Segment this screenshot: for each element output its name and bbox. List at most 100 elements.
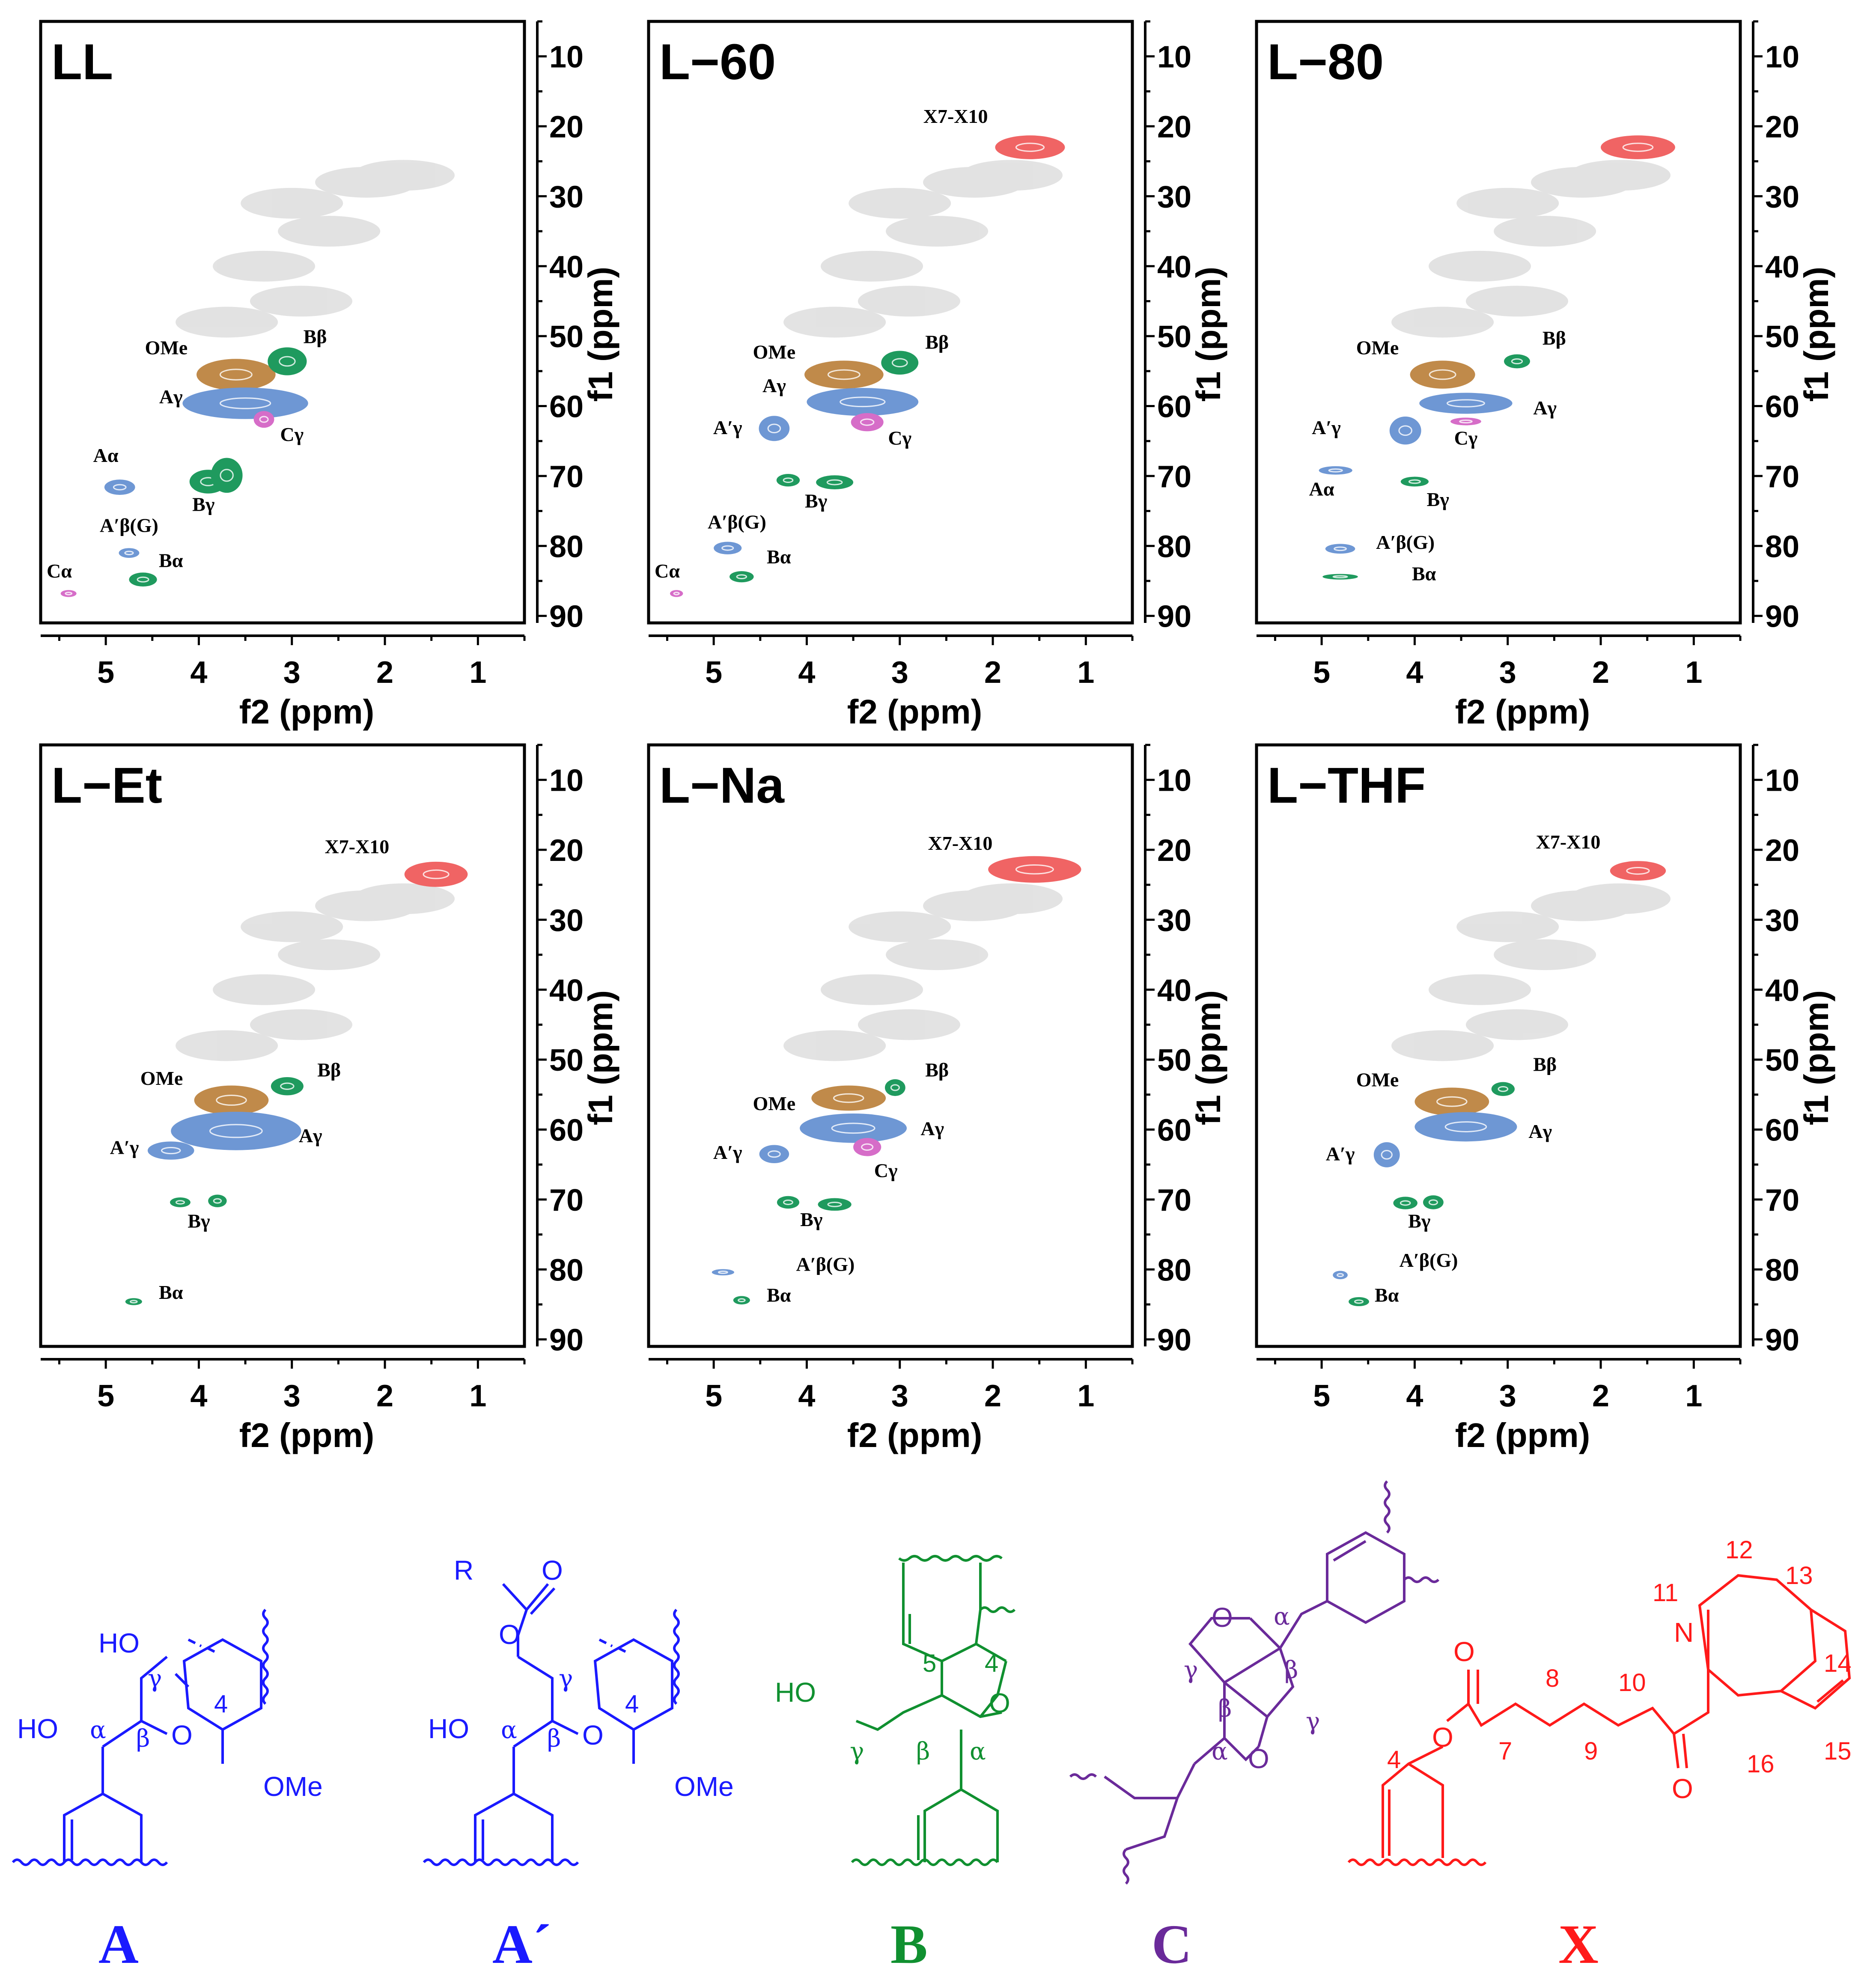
peak-contour-line — [280, 1082, 295, 1090]
panel-4-background-contour — [352, 883, 455, 914]
peak-contour-line — [767, 1150, 781, 1158]
peak-contour-line — [1400, 1200, 1411, 1206]
peak-contour-line — [259, 416, 269, 423]
peak-c- — [670, 590, 683, 597]
panel-2-title: L−60 — [659, 34, 776, 90]
panel-5-background-contour — [849, 911, 951, 942]
structure-b-top-ring — [902, 1563, 982, 1610]
x-tick-label: 3 — [1499, 655, 1516, 690]
structure-a-gamma: γ — [148, 1665, 162, 1693]
y-tick-label: 90 — [549, 1323, 584, 1358]
peak-b- — [129, 572, 157, 587]
peak-a- — [1389, 417, 1421, 445]
structure-a-c4: 4 — [214, 1690, 228, 1718]
peak-contour-line — [1328, 468, 1343, 473]
structure-c-core — [1188, 1600, 1328, 1765]
peak-contour-line — [219, 397, 271, 409]
structure-a-ome: OMe — [263, 1771, 323, 1802]
y-tick-label: 60 — [1157, 1114, 1191, 1148]
peak-a-g- — [1333, 1271, 1348, 1280]
structure-b-ho: HO — [775, 1677, 816, 1708]
panel-6-background-contour — [1456, 911, 1559, 942]
peak-contour-line — [1408, 479, 1421, 484]
peak-b- — [1349, 1297, 1369, 1307]
panel-5-background-contour — [886, 939, 989, 971]
peak-a- — [759, 416, 790, 441]
peak-label: Bβ — [925, 1059, 949, 1081]
panel-1-x-axis: 5 4 3 2 1 f2 (ppm) — [41, 634, 526, 731]
x-tick-label: 1 — [469, 655, 486, 690]
structure-a-prime-o-ester: O — [499, 1619, 520, 1650]
y-tick-label: 50 — [1765, 320, 1799, 354]
x-tick-label: 3 — [891, 1379, 908, 1413]
peak-ome — [196, 359, 276, 390]
y-tick-label: 10 — [1765, 764, 1799, 798]
panel-3-y-axis: 10 20 30 40 50 60 70 80 90 f1 (ppm) — [1752, 20, 1835, 634]
structure-b-frame — [855, 1609, 1007, 1862]
panel-2-background-contour — [886, 216, 989, 247]
y-tick-label: 60 — [1765, 390, 1799, 424]
peak-label: OMe — [1356, 1069, 1399, 1090]
peak-label: Bα — [159, 549, 183, 571]
structure-x-c11: 11 — [1653, 1579, 1678, 1607]
x-tick-label: 4 — [1406, 655, 1423, 690]
structure-x-c8: 8 — [1545, 1664, 1559, 1692]
panel-6-y-axis: 10 20 30 40 50 60 70 80 90 f1 (ppm) — [1752, 744, 1835, 1358]
x-tick-label: 2 — [1592, 1379, 1609, 1413]
x-tick-label: 5 — [705, 1379, 722, 1413]
peak-a- — [1414, 1112, 1517, 1142]
peak-contour-line — [175, 1200, 185, 1205]
peak-b- — [125, 1298, 142, 1305]
peak-contour-line — [1498, 1086, 1509, 1092]
panel-5: X7-X10 OMe Bβ Aγ A′γ Cγ Bγ A′β(G)Bα L−Na 5 4 3 2 1 f2 … — [647, 743, 1227, 1454]
peak-label: Aγ — [1528, 1120, 1552, 1142]
panel-1-background-contour — [250, 286, 352, 317]
peak-contour-line — [1337, 1273, 1344, 1277]
peak-a-g- — [119, 548, 140, 558]
structure-b-c4: 4 — [985, 1650, 998, 1677]
peak-c- — [851, 413, 884, 432]
panel-3-frame — [1255, 20, 1742, 625]
peak-contour-line — [1622, 143, 1654, 152]
y-tick-label: 10 — [1157, 764, 1191, 798]
peak-label: Cγ — [888, 427, 911, 449]
peak-label: A′γ — [110, 1137, 139, 1158]
structure-a-prime-r: R — [454, 1555, 473, 1586]
structure-b — [851, 1555, 1016, 1866]
structure-x-phenyl — [1382, 1745, 1444, 1858]
x-tick-label: 2 — [376, 655, 393, 690]
peak-b- — [271, 1077, 304, 1096]
y-tick-label: 30 — [1765, 180, 1799, 214]
peak-a- — [1319, 466, 1352, 475]
panel-3-x-axis: 5 4 3 2 1 f2 (ppm) — [1257, 634, 1742, 731]
structure-x-c13: 13 — [1785, 1562, 1813, 1590]
peak-b- — [1491, 1082, 1515, 1096]
peak-label: Bβ — [317, 1059, 341, 1081]
peak-label: A′γ — [713, 417, 742, 438]
structure-c — [1069, 1480, 1440, 1885]
peak-contour-line — [65, 592, 73, 595]
peak-label: Bβ — [1533, 1053, 1557, 1075]
peak-label: Cα — [47, 560, 72, 582]
structure-a-prime-gamma: γ — [559, 1665, 573, 1693]
panel-1-background-contour — [278, 216, 381, 247]
panel-6-background-contour — [1429, 974, 1531, 1005]
y-tick-label: 30 — [1157, 903, 1191, 938]
y-tick-label: 60 — [1765, 1114, 1799, 1148]
panel-4-background-contour — [278, 939, 381, 971]
peak-a-g- — [1325, 544, 1355, 554]
panel-4-background-contour — [176, 1030, 278, 1061]
y-tick-label: 20 — [549, 110, 584, 144]
peak-label: Bα — [767, 1284, 791, 1306]
y-tick-label: 60 — [1157, 390, 1191, 424]
panel-3-background-contour — [1465, 286, 1568, 317]
peak-label: A′β(G) — [100, 515, 158, 536]
structure-c-ring-bottom — [1104, 1763, 1196, 1851]
y-tick-label: 20 — [1765, 834, 1799, 868]
peak-c- — [253, 411, 274, 428]
panel-6-background-contours — [1391, 883, 1671, 1061]
peak-contour-line — [783, 477, 794, 483]
panel-6-title: L−THF — [1267, 757, 1426, 814]
structure-b-wavy-top — [898, 1555, 1016, 1613]
y-tick-label: 30 — [549, 903, 584, 938]
